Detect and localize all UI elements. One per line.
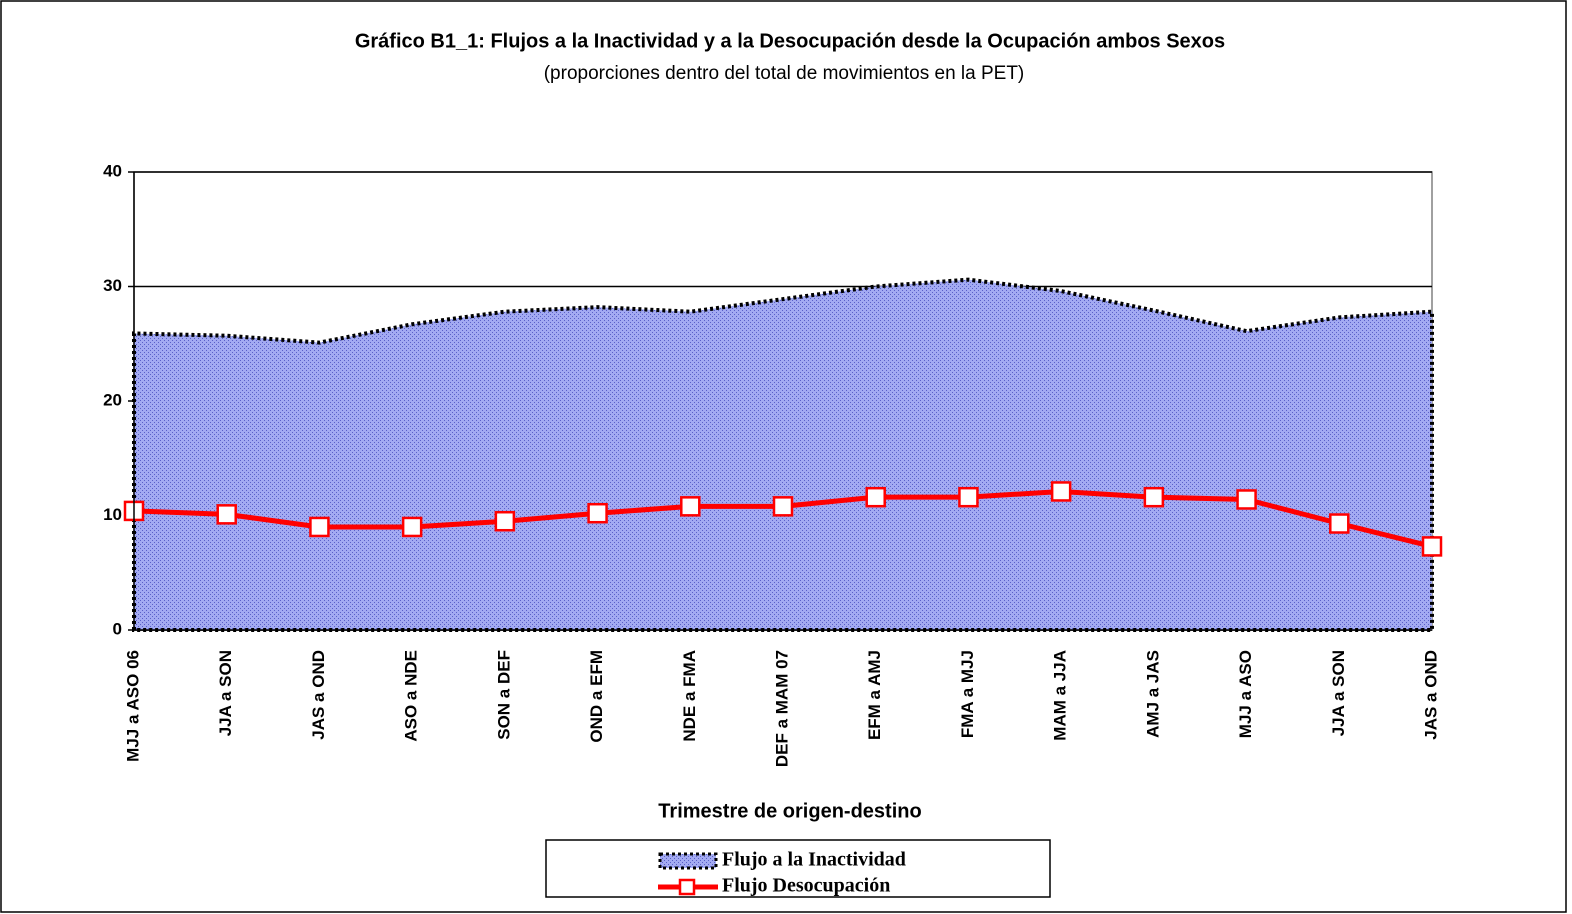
- y-tick-label: 30: [103, 276, 122, 295]
- x-tick-label: DEF a MAM 07: [772, 650, 791, 767]
- marker: [401, 516, 423, 538]
- marker: [216, 504, 237, 525]
- marker: [1329, 513, 1350, 534]
- x-tick-label: SON a DEF: [494, 650, 513, 740]
- x-tick-label: MJJ a ASO: [1236, 650, 1255, 738]
- marker: [1143, 486, 1165, 508]
- marker: [494, 510, 516, 532]
- marker: [865, 486, 886, 508]
- marker: [309, 516, 330, 538]
- x-tick-label: EFM a AMJ: [865, 650, 884, 740]
- legend-swatch: [658, 852, 718, 870]
- y-tick-label: 10: [103, 505, 122, 524]
- area: [134, 279, 1432, 630]
- chart-title: Gráfico B1_1: Flujos a la Inactividad y …: [355, 30, 1225, 52]
- legend-label: Flujo Desocupación: [722, 875, 890, 897]
- x-tick-label: NDE a FMA: [680, 650, 699, 742]
- marker: [1236, 489, 1257, 510]
- x-tick-label: ASO a NDE: [402, 650, 421, 742]
- x-tick-label: FMA a MJJ: [958, 650, 977, 738]
- x-tick-label: JAS a OND: [309, 650, 328, 740]
- x-tick-label: JAS a OND: [1421, 650, 1440, 740]
- marker: [1050, 481, 1072, 502]
- legend-label: Flujo a la Inactividad: [722, 849, 906, 871]
- chart-subtitle: (proporciones dentro del total de movimi…: [544, 63, 1025, 84]
- y-tick-label: 0: [113, 619, 122, 638]
- x-tick-label: OND a EFM: [587, 650, 606, 743]
- marker: [680, 496, 701, 517]
- x-axis-label: Trimestre de origen-destino: [658, 800, 921, 822]
- legend-marker: [678, 878, 696, 896]
- legend: [545, 839, 1051, 898]
- y-tick-label: 20: [103, 390, 122, 409]
- y-tick-label: 40: [103, 161, 122, 180]
- marker: [587, 502, 608, 524]
- x-tick-label: MAM a JJA: [1051, 650, 1070, 741]
- x-tick-label: AMJ a JAS: [1143, 650, 1162, 738]
- x-tick-label: MJJ a ASO 06: [123, 650, 142, 762]
- marker: [1421, 536, 1443, 557]
- x-tick-label: JJA a SON: [1329, 650, 1348, 736]
- marker: [772, 496, 794, 517]
- area-edge: [132, 277, 1434, 632]
- marker: [958, 486, 979, 508]
- x-tick-label: JJA a SON: [216, 650, 235, 736]
